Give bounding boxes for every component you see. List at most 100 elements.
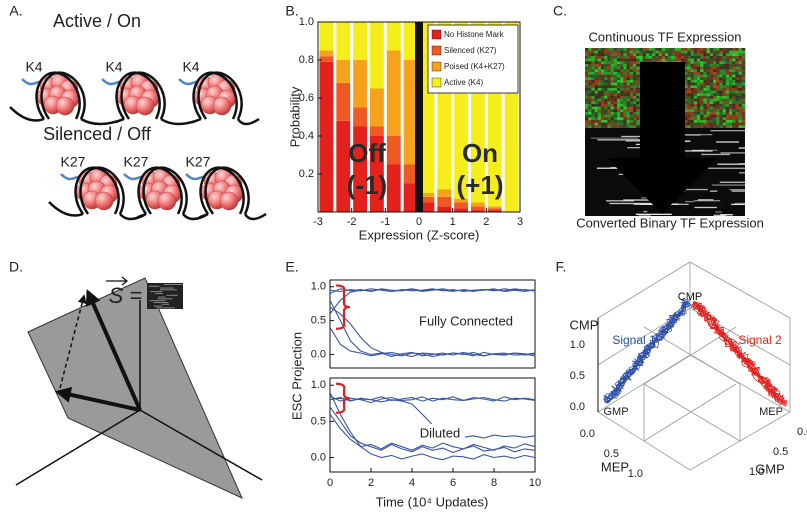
heatmap-cell (703, 66, 707, 70)
heatmap-cell (626, 90, 631, 94)
heatmap-cell (585, 85, 589, 89)
y-tick-label: 0.4 (299, 130, 314, 142)
heatmap-cell (725, 122, 730, 126)
heatmap-cell (585, 104, 589, 107)
heatmap-cell (735, 66, 739, 70)
heatmap-cell (636, 114, 640, 118)
heatmap-cell (687, 101, 691, 105)
heatmap-cell (597, 50, 602, 54)
heatmap-cell (719, 72, 723, 75)
heatmap-cell (597, 125, 602, 129)
heatmap-cell (716, 72, 720, 75)
heatmap-cell (617, 64, 621, 67)
heatmap-cell (735, 122, 739, 126)
heatmap-cell (658, 58, 663, 62)
heatmap-cell (677, 58, 682, 62)
heatmap-cell (700, 98, 704, 102)
heatmap-cell (706, 125, 711, 129)
heatmap-cell (697, 82, 701, 86)
bar-segment (370, 22, 384, 89)
heatmap-cell (613, 77, 618, 81)
heatmap-cell (729, 58, 733, 62)
heatmap-cell (629, 48, 634, 51)
heatmap-cell (633, 106, 637, 110)
heatmap-cell (697, 104, 701, 107)
heatmap-cell (716, 93, 720, 97)
heatmap-cell (735, 109, 739, 113)
heatmap-cell (700, 48, 704, 51)
heatmap-cell (719, 64, 723, 67)
heatmap-cell (601, 96, 605, 99)
heatmap-cell (597, 53, 602, 57)
heatmap-cell (709, 50, 714, 54)
heatmap-cell (591, 50, 595, 54)
heatmap-cell (604, 93, 608, 97)
heatmap-cell (604, 90, 608, 94)
heatmap-cell (633, 50, 637, 54)
heatmap-cell (697, 112, 701, 115)
heatmap-cell (588, 50, 592, 54)
heatmap-cell (591, 106, 595, 110)
heatmap-cell (591, 98, 595, 102)
trajectory (329, 288, 536, 315)
heatmap-cell (697, 56, 701, 59)
heatmap-cell (725, 48, 730, 51)
panel-label: E. (285, 259, 298, 275)
heatmap-cell (709, 56, 714, 59)
heatmap-cell (585, 64, 589, 67)
heatmap-cell (725, 77, 730, 81)
heatmap-cell (626, 125, 631, 129)
panel-label: F. (556, 259, 567, 275)
binary-streak (606, 200, 635, 202)
heatmap-cell (735, 101, 739, 105)
heatmap-cell (626, 109, 631, 113)
heatmap-cell (684, 112, 688, 115)
heatmap-cell (741, 64, 746, 67)
heatmap-cell (703, 120, 707, 123)
heatmap-cell (684, 93, 688, 97)
heatmap-cell (700, 101, 704, 105)
heatmap-cell (738, 61, 743, 65)
heatmap-cell (588, 72, 592, 75)
heatmap-cell (636, 122, 640, 126)
heatmap-cell (709, 117, 714, 121)
heatmap-cell (629, 120, 634, 123)
heatmap-cell (588, 69, 592, 73)
heatmap-cell (732, 117, 736, 121)
heatmap-cell (725, 74, 730, 78)
tick-label: 0.5 (773, 446, 788, 458)
heatmap-cell (617, 85, 621, 89)
heatmap-cell (687, 114, 691, 118)
heatmap-cell (623, 98, 627, 102)
signal-label: Signal 1 (612, 333, 656, 347)
bar-segment (319, 61, 334, 213)
heatmap-cell (591, 104, 595, 107)
heatmap-cell (713, 61, 717, 65)
heatmap-cell (645, 53, 650, 57)
heatmap-cell (642, 56, 647, 59)
bar-segment (471, 210, 485, 212)
legend-box (427, 24, 519, 94)
heatmap-cell (725, 112, 730, 115)
heatmap-cell (703, 96, 707, 99)
heatmap-cell (735, 117, 739, 121)
heatmap-cell (719, 74, 723, 78)
heatmap-cell (585, 58, 589, 62)
heatmap-cell (620, 96, 624, 99)
binary-streak (671, 150, 713, 152)
heatmap-cell (626, 114, 631, 118)
heatmap-cell (594, 96, 599, 99)
heatmap-cell (706, 74, 711, 78)
heatmap-cell (629, 85, 634, 89)
heatmap-cell (626, 48, 631, 51)
heatmap-cell (738, 85, 743, 89)
heatmap-cell (623, 50, 627, 54)
heatmap-cell (636, 48, 640, 51)
histone (157, 191, 177, 211)
binary-streak (711, 184, 745, 186)
heatmap-cell (706, 50, 711, 54)
heatmap-cell (719, 69, 723, 73)
heatmap-cell (697, 66, 701, 70)
heatmap-cell (604, 98, 608, 102)
